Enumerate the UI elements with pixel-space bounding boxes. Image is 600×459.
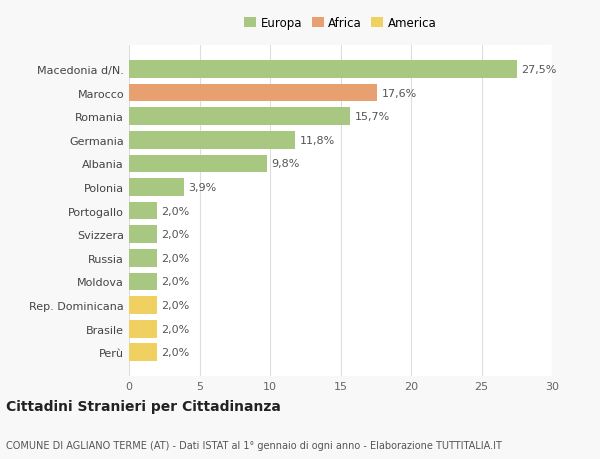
Bar — [129, 202, 157, 220]
Text: 2,0%: 2,0% — [161, 253, 190, 263]
Bar — [129, 226, 157, 244]
Bar — [129, 297, 157, 314]
Bar — [129, 108, 350, 126]
Bar — [129, 61, 517, 78]
Text: 9,8%: 9,8% — [271, 159, 300, 169]
Text: 15,7%: 15,7% — [355, 112, 390, 122]
Bar — [129, 84, 377, 102]
Bar — [129, 320, 157, 338]
Bar — [129, 249, 157, 267]
Bar — [129, 273, 157, 291]
Text: 3,9%: 3,9% — [188, 183, 217, 193]
Text: COMUNE DI AGLIANO TERME (AT) - Dati ISTAT al 1° gennaio di ogni anno - Elaborazi: COMUNE DI AGLIANO TERME (AT) - Dati ISTA… — [6, 440, 502, 450]
Bar — [129, 344, 157, 361]
Text: 17,6%: 17,6% — [382, 88, 416, 98]
Text: Cittadini Stranieri per Cittadinanza: Cittadini Stranieri per Cittadinanza — [6, 399, 281, 413]
Text: 2,0%: 2,0% — [161, 300, 190, 310]
Bar — [129, 132, 295, 149]
Bar — [129, 179, 184, 196]
Legend: Europa, Africa, America: Europa, Africa, America — [239, 12, 442, 34]
Text: 11,8%: 11,8% — [299, 135, 335, 146]
Text: 2,0%: 2,0% — [161, 206, 190, 216]
Text: 2,0%: 2,0% — [161, 230, 190, 240]
Bar — [129, 155, 267, 173]
Text: 2,0%: 2,0% — [161, 324, 190, 334]
Text: 2,0%: 2,0% — [161, 347, 190, 358]
Text: 27,5%: 27,5% — [521, 65, 556, 75]
Text: 2,0%: 2,0% — [161, 277, 190, 287]
